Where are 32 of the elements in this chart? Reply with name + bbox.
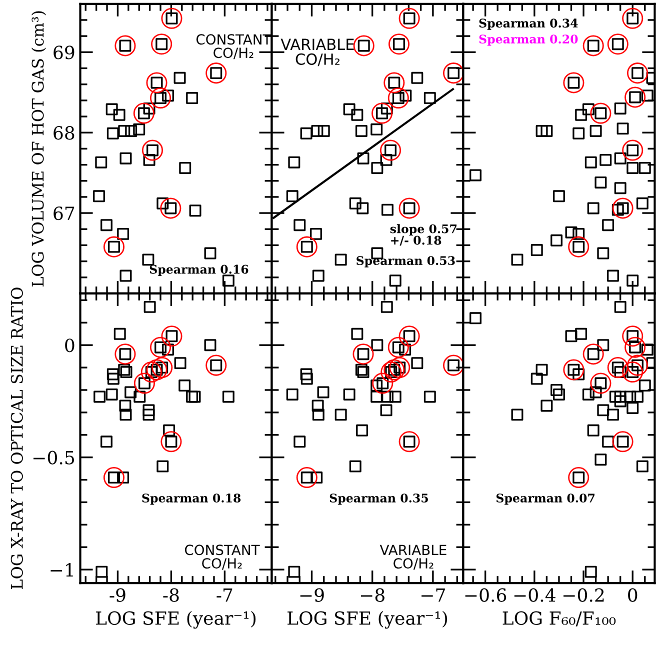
x-tick-label: -9 bbox=[110, 588, 126, 602]
y-tick-label: 0 bbox=[65, 338, 74, 352]
annotation: Spearman 0.16 bbox=[150, 264, 248, 276]
annotation: VARIABLE CO/H₂ bbox=[280, 38, 354, 66]
x-tick-label: −8 bbox=[360, 588, 384, 602]
x-tick-label: −7 bbox=[422, 588, 445, 602]
y-tick-label: 69 bbox=[54, 46, 74, 60]
y-tick-label: −0.5 bbox=[33, 450, 74, 464]
annotation: Spearman 0.35 bbox=[330, 494, 428, 505]
x-tick-label: -8 bbox=[163, 588, 179, 602]
annotation: Spearman 0.20 bbox=[479, 34, 578, 46]
x-tick-label: 0 bbox=[628, 588, 638, 602]
y-tick-label: 68 bbox=[54, 126, 74, 140]
y-tick-label: −1 bbox=[50, 563, 73, 576]
annotation: Spearman 0.34 bbox=[479, 18, 578, 30]
x-tick-label: -7 bbox=[216, 588, 232, 602]
x-tick-label: −0.4 bbox=[514, 588, 556, 602]
y-axis-title: LOG X-RAY TO OPTICAL SIZE RATIO bbox=[10, 288, 23, 589]
x-axis-title: LOG F₆₀/F₁₀₀ bbox=[502, 611, 616, 626]
annotation: Spearman 0.18 bbox=[142, 494, 241, 505]
x-tick-label: −0.6 bbox=[465, 588, 506, 602]
annotation: slope 0.57 +/- 0.18 bbox=[390, 224, 457, 246]
y-axis-title: LOG VOLUME OF HOT GAS (cm³) bbox=[31, 11, 46, 287]
x-axis-title: LOG SFE (year⁻¹) bbox=[288, 610, 448, 629]
annotation: CONSTANT CO/H₂ bbox=[184, 544, 260, 570]
x-tick-label: −0.2 bbox=[564, 588, 604, 602]
annotation: VARIABLE CO/H₂ bbox=[380, 544, 446, 570]
annotation: Spearman 0.53 bbox=[356, 256, 455, 268]
y-tick-label: 67 bbox=[54, 206, 74, 220]
x-tick-label: −9 bbox=[300, 588, 324, 602]
annotation: Spearman 0.07 bbox=[496, 494, 594, 505]
x-axis-title: LOG SFE (year⁻¹) bbox=[96, 610, 256, 629]
